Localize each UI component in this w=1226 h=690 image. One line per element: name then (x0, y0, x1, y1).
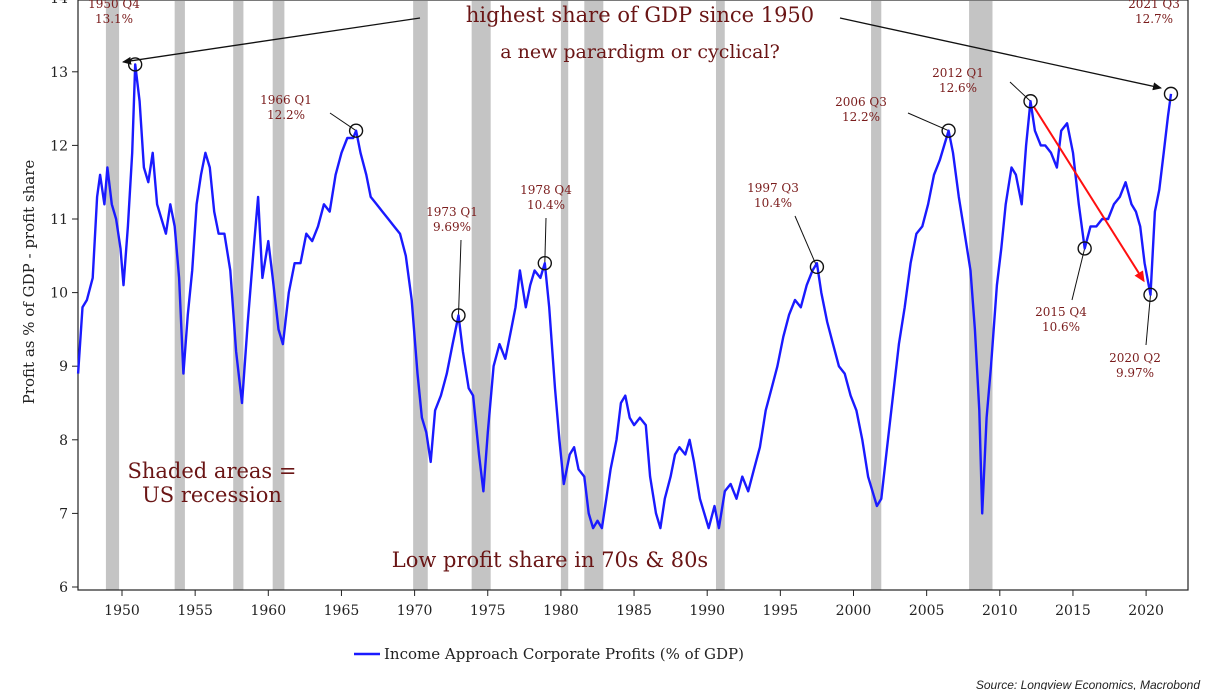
annotation-marker-3 (537, 255, 553, 271)
annotation-marker-4 (809, 259, 825, 275)
annotation-value-4: 10.4% (754, 196, 792, 210)
annotation-connector-2 (457, 239, 462, 316)
x-tick-label: 1965 (324, 603, 360, 619)
x-tick-label: 2020 (1128, 603, 1164, 619)
x-tick-label: 2005 (909, 603, 945, 619)
annotation-marker-5 (941, 123, 956, 138)
y-tick-label: 8 (59, 433, 68, 449)
recession-note-line-1: Shaded areas = (128, 459, 297, 483)
annotation-marker-1 (348, 123, 364, 138)
x-tick-label: 1980 (543, 603, 579, 619)
annotation-period-1: 1966 Q1 (260, 93, 312, 107)
annotation-connector-1 (329, 112, 357, 132)
headline-line-2: a new parardigm or cyclical? (500, 41, 780, 63)
recession-band-6 (560, 1, 569, 590)
headline-line-1: highest share of GDP since 1950 (466, 3, 814, 27)
annotation-value-7: 10.6% (1042, 320, 1080, 334)
x-tick-label: 1985 (616, 603, 652, 619)
annotation-connector-4 (794, 215, 818, 268)
x-tick-label: 1995 (763, 603, 799, 619)
y-tick-label: 14 (50, 0, 68, 7)
annotation-period-4: 1997 Q3 (747, 181, 799, 195)
x-tick-label: 2015 (1055, 603, 1091, 619)
recession-band-7 (584, 1, 604, 590)
y-tick-label: 12 (50, 138, 68, 154)
x-tick-label: 1975 (470, 603, 506, 619)
recession-band-2 (233, 1, 244, 590)
annotation-connector-5 (907, 112, 949, 132)
annotation-value-3: 10.4% (527, 198, 565, 212)
annotation-connectors (329, 81, 1151, 346)
x-tick-label: 1990 (689, 603, 725, 619)
y-tick-label: 10 (50, 286, 68, 302)
x-axis: 1950 1955 1960 1965 1970 1975 1980 1985 1990 1995… (104, 590, 1164, 619)
annotation-value-5: 12.2% (842, 110, 880, 124)
x-tick-label: 2010 (982, 603, 1018, 619)
annotation-marker-7 (1077, 241, 1092, 256)
trend-arrow (1032, 105, 1145, 283)
x-tick-label: 2000 (836, 603, 872, 619)
annotation-marker-9 (1163, 86, 1179, 102)
annotation-period-7: 2015 Q4 (1035, 305, 1087, 319)
annotation-period-0: 1950 Q4 (88, 0, 140, 11)
recession-band-3 (272, 1, 285, 590)
annotation-marker-6 (1023, 94, 1038, 109)
annotation-connector-3 (544, 217, 547, 264)
series-line-corporate-profits (76, 63, 1173, 530)
annotation-value-6: 12.6% (939, 81, 977, 95)
x-tick-label: 1970 (397, 603, 433, 619)
y-tick-label: 6 (59, 580, 68, 596)
annotation-value-9: 12.7% (1135, 12, 1173, 26)
legend-label: Income Approach Corporate Profits (% of … (384, 645, 744, 663)
y-tick-label: 9 (59, 359, 68, 375)
x-tick-label: 1955 (177, 603, 213, 619)
annotation-connector-7 (1071, 248, 1086, 301)
headline-arrow-right (839, 17, 1162, 91)
annotation-period-8: 2020 Q2 (1109, 351, 1161, 365)
y-axis-label: Profit as % of GDP - profit share (20, 160, 38, 405)
y-tick-label: 7 (59, 506, 68, 522)
annotation-connector-6 (1009, 81, 1031, 102)
annotation-value-0: 13.1% (95, 12, 133, 26)
recession-band-8 (715, 1, 725, 590)
annotation-markers (127, 57, 1179, 323)
annotation-value-1: 12.2% (267, 108, 305, 122)
annotation-period-3: 1978 Q4 (520, 183, 572, 197)
low-profit-note: Low profit share in 70s & 80s (392, 548, 708, 572)
annotation-period-5: 2006 Q3 (835, 95, 887, 109)
annotation-period-9: 2021 Q3 (1128, 0, 1180, 11)
recession-band-5 (471, 1, 491, 590)
recession-note-line-2: US recession (142, 483, 282, 507)
recession-band-4 (413, 1, 428, 590)
annotation-period-2: 1973 Q1 (426, 205, 478, 219)
annotation-marker-2 (451, 308, 466, 323)
x-tick-label: 1960 (250, 603, 286, 619)
y-tick-label: 11 (50, 212, 68, 228)
recession-band-0 (105, 1, 120, 590)
headline-arrow-left (122, 17, 421, 65)
plot-frame (77, 0, 1189, 591)
annotation-marker-8 (1143, 287, 1158, 303)
x-tick-label: 1950 (104, 603, 140, 619)
source-note: Source: Longview Economics, Macrobond (976, 678, 1200, 690)
recession-band-9 (871, 1, 882, 590)
annotation-connector-8 (1145, 294, 1151, 346)
y-tick-label: 13 (50, 65, 68, 81)
annotation-value-8: 9.97% (1116, 366, 1154, 380)
annotation-value-2: 9.69% (433, 220, 471, 234)
y-axis: 6 7 8 9 10 11 12 13 14 (50, 0, 78, 596)
annotation-period-6: 2012 Q1 (932, 66, 984, 80)
